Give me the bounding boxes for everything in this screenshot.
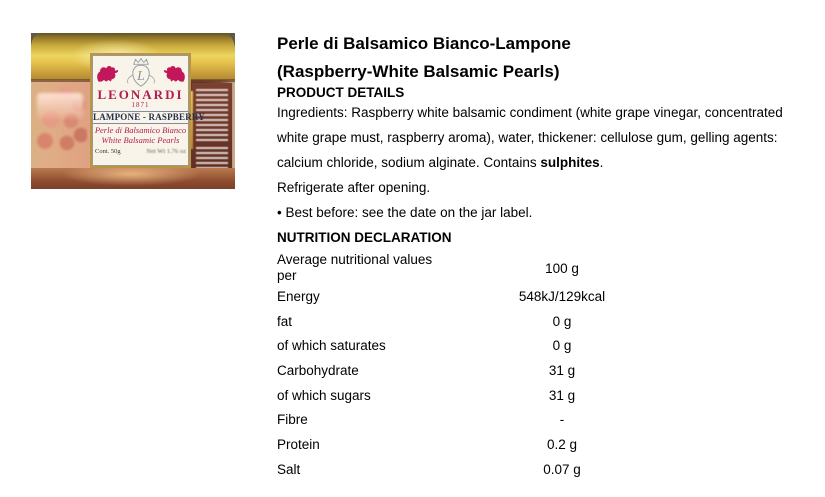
product-details-heading: PRODUCT DETAILS xyxy=(277,85,405,100)
jar-bottom xyxy=(31,168,235,189)
label-subtitle-english: White Balsamic Pearls xyxy=(101,134,180,145)
nutrition-label: of which sugars xyxy=(277,387,371,403)
nutrition-row-fat: fat 0 g xyxy=(277,309,793,334)
nutrition-row-saturates: of which saturates 0 g xyxy=(277,333,793,358)
nutrition-value: 31 g xyxy=(548,387,576,403)
ingredients-prefix: Ingredients: Raspberry white balsamic co… xyxy=(277,105,783,170)
best-before-note: • Best before: see the date on the jar l… xyxy=(277,205,533,220)
nutrition-value: 0 g xyxy=(552,313,572,329)
nutrition-value: 0.07 g xyxy=(543,461,581,477)
nutrition-table: Average nutritional values per 100 g Ene… xyxy=(277,252,793,482)
net-weight: Net Wt 1.76 oz xyxy=(146,148,186,155)
content-weight: Cont. 50g xyxy=(95,148,121,155)
ingredients-text: Ingredients: Raspberry white balsamic co… xyxy=(277,100,793,175)
nutrition-row-protein: Protein 0.2 g xyxy=(277,432,793,457)
brand-year: 1871 xyxy=(131,101,150,109)
nutrition-heading: NUTRITION DECLARATION xyxy=(277,230,452,245)
product-title-line1: Perle di Balsamico Bianco-Lampone xyxy=(277,34,571,53)
nutrition-label: Protein xyxy=(277,436,320,452)
nutrition-label: Salt xyxy=(277,461,301,477)
jar-front-label: L LEONARDI 1871 LAMPONE - RASPBERRY Perl… xyxy=(90,53,205,168)
variety-name: LAMPONE - RASPBERRY xyxy=(93,111,205,124)
nutrition-value: 548kJ/129kcal xyxy=(518,288,606,304)
nutrition-header-label: Average nutritional values per xyxy=(277,252,433,283)
leonardi-crest-icon: L xyxy=(96,58,185,87)
nutrition-value: 0 g xyxy=(552,338,572,354)
ingredients-allergen: sulphites xyxy=(540,155,600,170)
storage-instruction: Refrigerate after opening. xyxy=(277,180,431,195)
product-title-line2: (Raspberry-White Balsamic Pearls) xyxy=(277,62,560,81)
nutrition-row-carbohydrate: Carbohydrate 31 g xyxy=(277,358,793,383)
nutrition-label: of which saturates xyxy=(277,338,386,354)
nutrition-row-sugars: of which sugars 31 g xyxy=(277,383,793,408)
nutrition-label: Energy xyxy=(277,288,320,304)
nutrition-header-row: Average nutritional values per 100 g xyxy=(277,252,793,284)
monogram-letter: L xyxy=(136,68,145,83)
nutrition-row-fibre: Fibre - xyxy=(277,407,793,432)
product-details-panel: Perle di Balsamico Bianco-Lampone (Raspb… xyxy=(277,30,793,482)
glass-reflection xyxy=(37,93,83,119)
nutrition-value: 0.2 g xyxy=(546,436,578,452)
nutrition-value: - xyxy=(559,412,565,428)
brand-name: LEONARDI xyxy=(97,87,184,102)
jar-gold-edge xyxy=(189,91,193,149)
ingredients-suffix: . xyxy=(599,155,604,170)
nutrition-header-value: 100 g xyxy=(545,260,579,276)
product-photo: L LEONARDI 1871 LAMPONE - RASPBERRY Perl… xyxy=(31,33,235,189)
back-label-text-lines xyxy=(196,89,228,141)
label-subtitle-italian: Perle di Balsamico Bianco xyxy=(94,125,187,135)
nutrition-label: Carbohydrate xyxy=(277,362,359,378)
nutrition-value: 31 g xyxy=(548,362,576,378)
nutrition-row-salt: Salt 0.07 g xyxy=(277,457,793,482)
nutrition-label: fat xyxy=(277,313,293,329)
nutrition-row-energy: Energy 548kJ/129kcal xyxy=(277,284,793,309)
nutrition-label: Fibre xyxy=(277,412,308,428)
